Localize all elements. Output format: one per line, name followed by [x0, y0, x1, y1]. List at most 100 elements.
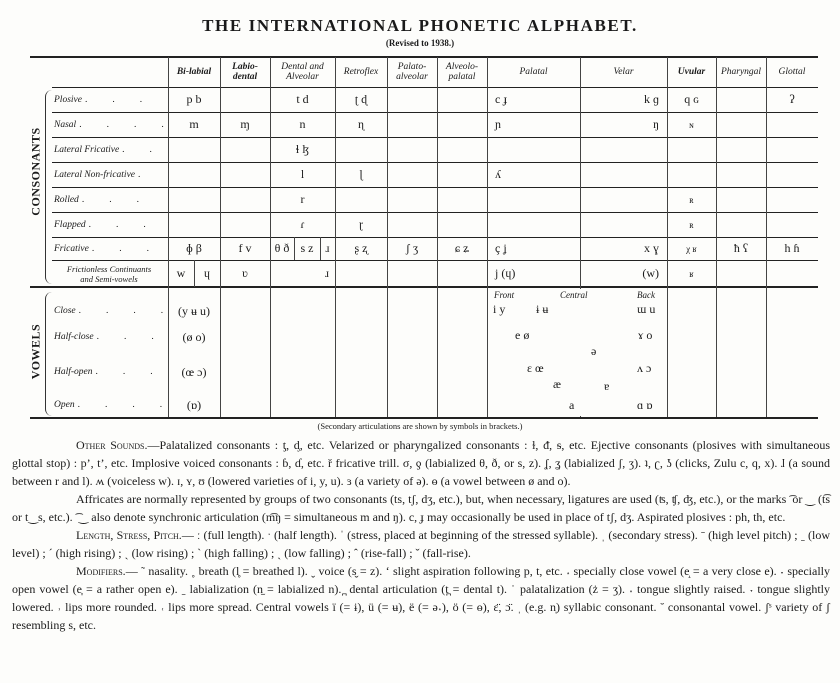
consonant-symbol — [335, 260, 387, 287]
consonant-symbol — [437, 162, 487, 187]
consonant-symbol — [667, 162, 716, 187]
consonant-symbol: ʈ ɖ — [354, 92, 368, 106]
subcell-rule — [320, 237, 321, 260]
column-header: Palatal — [519, 67, 548, 77]
vowel-symbol: ɯ u — [637, 302, 656, 316]
column-header: Pharyngal — [720, 67, 762, 77]
consonant-symbol: ç ʝ — [495, 241, 507, 255]
row-label-text: Lateral Fricative — [54, 144, 120, 155]
consonant-symbol: ʀ — [689, 219, 694, 230]
consonant-symbol — [716, 112, 766, 137]
consonant-symbol — [766, 162, 818, 187]
consonant-symbol: (w) — [642, 266, 659, 280]
table-top-rule — [30, 56, 818, 58]
vowel-symbol: ɤ o — [638, 328, 653, 342]
column-rule — [766, 57, 767, 417]
vowel-row-label: Half-open. . . . . . — [54, 363, 164, 381]
row-rule — [52, 260, 818, 261]
vowel-symbol: e ø — [515, 328, 530, 342]
consonant-symbol — [168, 212, 220, 237]
consonant-symbol — [387, 187, 437, 212]
consonant-symbol: n — [299, 117, 306, 131]
consonant-symbol: ʂ ʐ — [354, 241, 368, 255]
consonant-symbol: ɸ β — [186, 241, 202, 255]
column-header: Palato- alveolar — [396, 62, 428, 82]
consonant-symbol — [580, 162, 667, 187]
row-rule — [52, 162, 818, 163]
row-label: Plosive. . . . . . — [54, 87, 164, 112]
row-label-text: Close — [54, 306, 76, 316]
para-text: —Palatalized consonants : ƫ, ᶁ, etc. Vel… — [12, 438, 830, 488]
leader-dots: . . . . . . — [122, 144, 164, 155]
column-rule — [667, 57, 668, 417]
column-header: Uvular — [677, 67, 706, 77]
row-label-text: Lateral Non-fricative — [54, 169, 136, 180]
consonant-symbol: ʎ — [495, 167, 501, 181]
vowel-symbol: ɑ ɒ — [637, 398, 653, 412]
vowel-symbol: ɐ — [604, 379, 610, 393]
row-rule — [52, 87, 818, 88]
column-rule — [270, 57, 271, 417]
consonant-symbol — [766, 260, 818, 287]
leader-dots: . . . . . . — [81, 194, 164, 205]
para-text: Affricates are normally represented by g… — [12, 492, 830, 524]
consonant-symbol: ɲ — [495, 117, 501, 131]
column-header: Velar — [613, 67, 634, 77]
para-lead: Other Sounds. — [76, 438, 148, 452]
consonant-symbol: ɹ — [325, 266, 329, 280]
consonant-symbol: ʋ — [242, 266, 248, 280]
notes-text: Other Sounds.—Palatalized consonants : ƫ… — [12, 436, 830, 634]
consonant-symbol: j (ɥ) — [495, 266, 516, 280]
vowel-chart-heading: Front — [494, 290, 515, 300]
vowel-chart-area — [488, 289, 666, 416]
affricates-paragraph: Affricates are normally represented by g… — [12, 490, 830, 526]
consonant-symbol: m — [189, 117, 199, 131]
consonant-symbol — [716, 260, 766, 287]
row-rule — [52, 112, 818, 113]
row-label-text: Fricative — [54, 243, 89, 254]
consonant-symbol — [716, 137, 766, 162]
row-label: Nasal. . . . . . — [54, 112, 164, 137]
column-rule — [716, 57, 717, 417]
consonant-symbol: ɹ — [325, 241, 330, 255]
consonant-symbol — [387, 162, 437, 187]
consonant-symbol — [335, 187, 387, 212]
consonant-symbol — [766, 137, 818, 162]
consonant-symbol — [667, 137, 716, 162]
consonant-symbol — [487, 137, 580, 162]
row-label-text: Rolled — [54, 194, 79, 205]
consonant-symbol: ɭ — [359, 167, 363, 181]
consonant-symbol — [580, 212, 667, 237]
column-header: Retroflex — [343, 67, 379, 77]
rounded-vowel-symbols: (ø o) — [182, 329, 206, 344]
vowel-symbol: ɨ ʉ — [536, 302, 549, 316]
consonant-symbol — [387, 137, 437, 162]
length-stress-pitch-paragraph: Length, Stress, Pitch.— ː (full length).… — [12, 526, 830, 562]
row-label-text: Flapped — [54, 219, 86, 230]
row-label: Lateral Fricative. . . . . . — [54, 137, 164, 162]
consonant-symbol: h ɦ — [784, 241, 800, 255]
row-rule — [52, 212, 818, 213]
column-header: Glottal — [778, 67, 806, 77]
consonant-symbol — [168, 187, 220, 212]
consonant-symbol: ɥ — [204, 266, 210, 280]
consonant-symbol — [766, 187, 818, 212]
vowel-chart-heading: Central — [560, 290, 588, 300]
consonant-symbol — [487, 187, 580, 212]
consonant-symbol: ʁ — [689, 268, 694, 279]
row-label: Flapped. . . . . . — [54, 212, 164, 237]
vowel-symbol: i y — [493, 302, 506, 316]
consonant-symbol: ŋ — [653, 117, 659, 131]
row-label: Lateral Non-fricative. . . . . . — [54, 162, 164, 187]
consonant-symbol: x ɣ — [644, 241, 659, 255]
row-label-text: Open — [54, 400, 75, 410]
leader-dots: . . . . . . — [77, 400, 164, 410]
vowel-chart-heading: Back — [637, 290, 655, 300]
column-header: Bi-labial — [176, 67, 212, 77]
para-lead: Modifiers. — [76, 564, 126, 578]
consonant-symbol — [168, 162, 220, 187]
consonant-symbol — [766, 112, 818, 137]
consonant-symbol — [437, 260, 487, 287]
leader-dots: . . . . . . — [95, 367, 164, 377]
